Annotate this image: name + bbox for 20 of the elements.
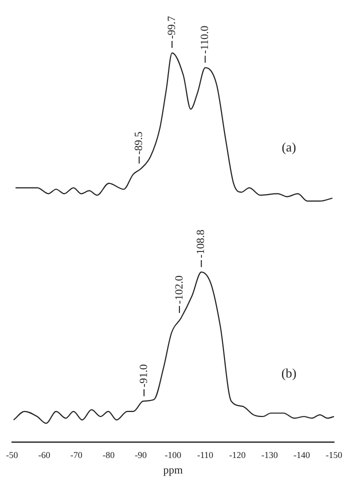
annotation: -110.0 bbox=[199, 25, 212, 54]
x-tick-label: -50 bbox=[6, 450, 18, 460]
x-axis-title: ppm bbox=[163, 464, 184, 476]
x-tick-label: -60 bbox=[38, 450, 51, 460]
annotation: -102.0 bbox=[173, 275, 186, 304]
annotation: -99.7 bbox=[166, 15, 178, 39]
x-tick-label: -130 bbox=[261, 450, 278, 460]
x-tick-label: -150 bbox=[326, 450, 343, 460]
x-tick-label: -120 bbox=[229, 450, 246, 460]
annotation: -91.0 bbox=[138, 364, 150, 388]
x-tick-label: -80 bbox=[102, 450, 116, 460]
x-tick-label: -100 bbox=[164, 450, 182, 460]
x-tick-label: -140 bbox=[294, 450, 311, 460]
x-tick-label: -70 bbox=[70, 450, 83, 460]
annotation: -89.5 bbox=[133, 131, 146, 155]
x-tick-label: -110 bbox=[197, 450, 214, 460]
annotation: -108.8 bbox=[195, 229, 208, 258]
annotation: (a) bbox=[282, 140, 296, 155]
x-tick-label: -90 bbox=[134, 450, 148, 460]
annotation: (b) bbox=[281, 366, 297, 381]
